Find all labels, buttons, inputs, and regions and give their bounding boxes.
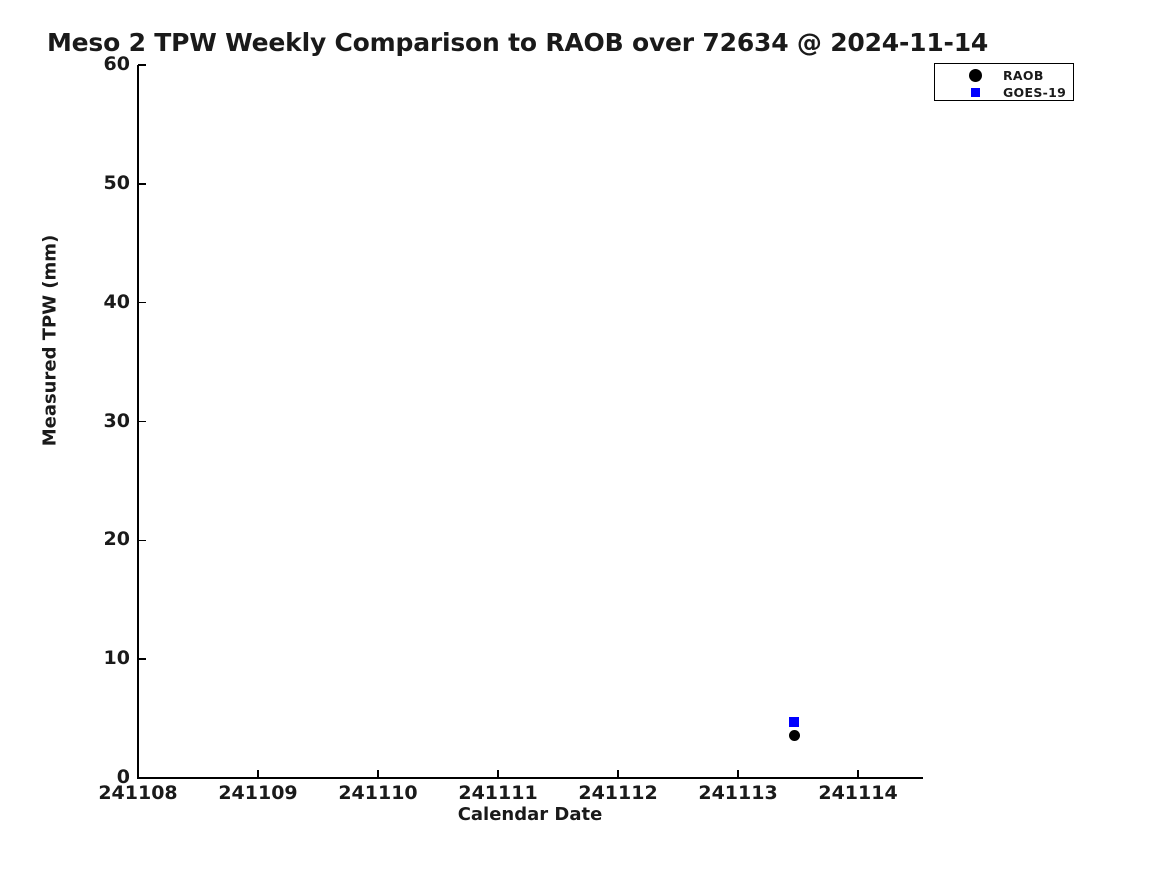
y-tick [138,420,146,423]
legend-item-raob: RAOB [935,67,1073,84]
y-axis-line [137,65,139,779]
y-tick [138,64,146,66]
x-tick [857,770,859,778]
x-tick [617,770,619,778]
x-tick [257,770,259,778]
x-tick-label: 241108 [98,782,178,804]
legend-label-raob: RAOB [1003,68,1044,83]
y-tick-label: 50 [103,171,130,194]
y-tick [138,777,146,779]
x-tick-label: 241109 [218,782,298,804]
y-tick-label: 60 [103,53,130,75]
chart-title: Meso 2 TPW Weekly Comparison to RAOB ove… [47,28,989,57]
y-tick-label: 0 [116,766,130,788]
legend-swatch-raob [965,67,987,84]
circle-marker-icon [969,69,982,82]
x-tick-label: 241112 [578,782,658,804]
legend-swatch-goes19 [965,84,987,101]
y-tick [138,183,146,185]
y-tick [138,301,146,304]
square-marker-icon [971,88,980,97]
x-axis-label: Calendar Date [457,804,603,825]
x-tick-label: 241110 [338,782,418,804]
x-tick-label: 241113 [698,782,778,804]
legend-item-goes19: GOES-19 [935,84,1073,101]
x-tick [137,770,139,778]
y-tick-label: 40 [103,290,130,313]
x-tick [497,770,499,778]
y-tick-label: 30 [103,409,130,432]
y-tick-label: 10 [103,647,130,670]
x-tick [737,770,739,778]
y-tick [138,658,146,660]
legend-label-goes19: GOES-19 [1003,85,1067,100]
data-point-goes-19 [789,717,800,728]
data-point-raob [788,729,800,741]
y-axis-label: Measured TPW (mm) [39,234,61,447]
y-tick-label: 20 [103,528,130,551]
x-tick-label: 241114 [818,782,898,804]
y-tick [138,539,146,542]
plot-area [138,65,922,778]
chart-legend: RAOB GOES-19 [934,63,1074,101]
x-tick-label: 241111 [458,782,538,804]
x-tick [377,770,379,778]
x-axis-line [137,777,923,779]
